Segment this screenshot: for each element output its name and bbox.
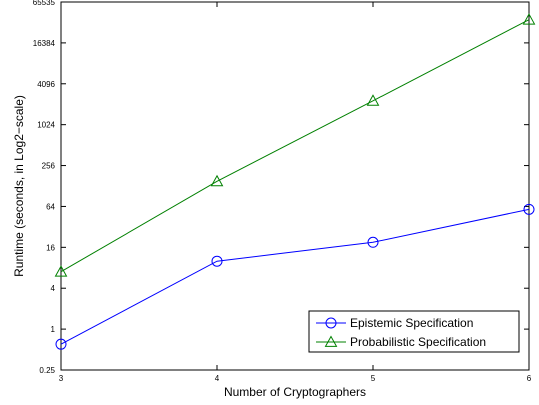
- y-axis-label: Runtime (seconds, in Log2−scale): [12, 95, 26, 277]
- data-point: [367, 236, 379, 248]
- y-tick-label: 65535: [33, 0, 56, 7]
- legend-entry-2: Probabilistic Specification: [316, 335, 486, 349]
- y-tick-label: 256: [42, 162, 56, 171]
- legend-marker: [325, 317, 337, 329]
- y-tick-label: 1: [51, 325, 56, 334]
- x-tick-label: 3: [59, 374, 64, 383]
- y-tick-label: 64: [46, 202, 55, 211]
- data-point: [522, 13, 536, 25]
- y-tick-label: 16: [46, 243, 55, 252]
- data-point: [211, 255, 223, 267]
- series-1: [55, 203, 535, 350]
- legend-label: Epistemic Specification: [350, 316, 473, 330]
- legend: Epistemic Specification Probabilistic Spe…: [308, 310, 520, 353]
- plot-area: [60, 1, 530, 371]
- data-point: [366, 94, 380, 106]
- y-tick-label: 16384: [33, 39, 56, 48]
- data-point: [210, 174, 224, 187]
- x-tick-label: 6: [527, 374, 532, 383]
- legend-box: [308, 310, 520, 353]
- data-point: [54, 265, 68, 277]
- x-tick-label: 4: [215, 374, 220, 383]
- series-line: [60, 19, 530, 273]
- y-tick-label: 1024: [37, 121, 55, 130]
- x-axis-label: Number of Cryptographers: [224, 385, 366, 399]
- legend-label: Probabilistic Specification: [350, 335, 486, 349]
- x-tick-label: 5: [371, 374, 376, 383]
- y-tick-label: 0.25: [39, 366, 55, 375]
- y-tick-label: 4: [51, 284, 56, 293]
- series-line: [60, 208, 530, 345]
- legend-marker: [324, 335, 338, 347]
- y-tick-label: 4096: [37, 80, 55, 89]
- data-point: [55, 338, 67, 350]
- legend-entry-1: Epistemic Specification: [316, 316, 473, 330]
- data-point: [523, 203, 535, 215]
- series-2: [54, 13, 536, 277]
